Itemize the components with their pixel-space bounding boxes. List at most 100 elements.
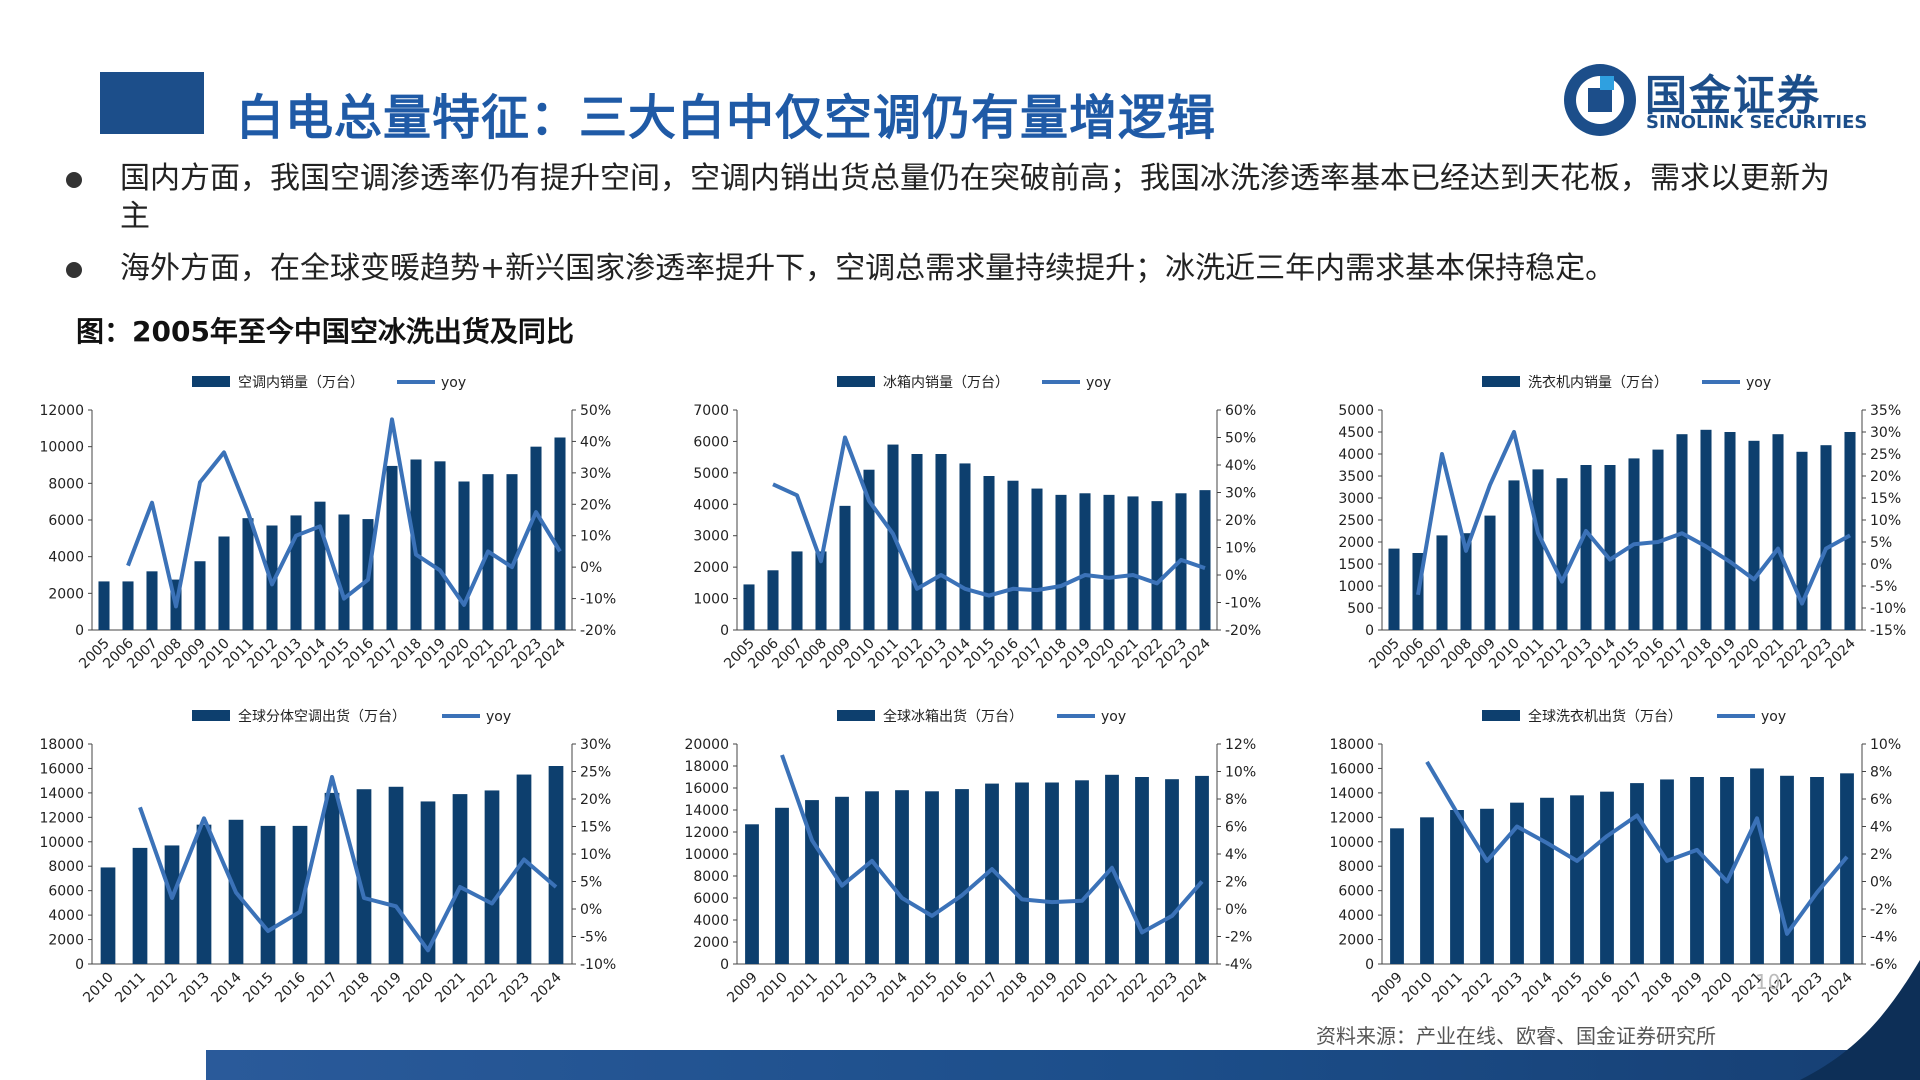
tick-label-left: 6000	[693, 434, 729, 450]
tick-label-left: 10000	[39, 835, 84, 851]
bar	[925, 791, 939, 964]
bar	[1484, 515, 1496, 630]
tick-label-left: 4000	[693, 497, 729, 513]
bullet-item: 海外方面，在全球变暖趋势+新兴国家渗透率提升下，空调总需求量持续提升；冰洗近三年…	[60, 250, 1850, 288]
tick-label-left: 10000	[684, 847, 729, 863]
bar	[1532, 469, 1544, 630]
category-label: 2011	[1429, 970, 1466, 1007]
category-label: 2016	[272, 969, 309, 1006]
category-label: 2018	[336, 970, 373, 1007]
tick-label-right: 40%	[1225, 458, 1256, 474]
tick-label-right: 10%	[1225, 765, 1256, 781]
tick-label-right: 5%	[1870, 535, 1892, 551]
category-label: 2017	[304, 970, 341, 1007]
tick-label-right: 10%	[580, 529, 611, 545]
bar	[516, 774, 532, 964]
bar	[100, 867, 116, 964]
bar	[1388, 548, 1400, 630]
tick-label-left: 8000	[1338, 859, 1374, 875]
tick-label-right: 25%	[580, 765, 611, 781]
tick-label-right: 20%	[1225, 513, 1256, 529]
legend-label-bars: 全球洗衣机出货（万台）	[1528, 708, 1682, 725]
bar	[260, 825, 276, 964]
category-label: 2009	[724, 970, 761, 1007]
tick-label-right: 12%	[1225, 737, 1256, 753]
category-label: 2022	[1114, 970, 1151, 1007]
tick-label-right: -10%	[1225, 596, 1261, 612]
tick-label-left: 2000	[1338, 535, 1374, 551]
bar	[1660, 779, 1674, 964]
tick-label-left: 0	[1365, 623, 1374, 639]
tick-label-left: 2000	[693, 935, 729, 951]
tick-label-left: 8000	[693, 869, 729, 885]
tick-label-left: 6000	[693, 891, 729, 907]
tick-label-right: 15%	[580, 820, 611, 836]
bar	[983, 476, 995, 630]
category-label: 2017	[964, 970, 1001, 1007]
tick-label-left: 20000	[684, 737, 729, 753]
bar	[292, 825, 308, 964]
bar	[1165, 779, 1179, 964]
bar	[1007, 480, 1019, 630]
tick-label-right: 8%	[1225, 792, 1247, 808]
title-accent-block	[100, 72, 204, 134]
category-label: 2010	[80, 970, 117, 1007]
category-label: 2010	[754, 970, 791, 1007]
bar	[1580, 465, 1592, 630]
tick-label-right: -5%	[1870, 579, 1897, 595]
tick-label-right: -10%	[580, 957, 616, 973]
legend-label-bars: 全球分体空调出货（万台）	[238, 708, 406, 725]
company-logo: 国金证券 SINOLINK SECURITIES	[1560, 60, 1880, 140]
tick-label-right: -15%	[1870, 623, 1906, 639]
bar	[132, 847, 148, 964]
category-label: 2013	[844, 970, 881, 1007]
tick-label-right: 6%	[1870, 792, 1892, 808]
chart-svg: 全球冰箱出货（万台） yoy 0 2000 4000 6000 8000 10000 12000…	[684, 708, 1256, 1007]
bar	[815, 551, 827, 630]
tick-label-right: -10%	[1870, 601, 1906, 617]
tick-label-left: 18000	[1329, 737, 1374, 753]
tick-label-right: -4%	[1870, 930, 1897, 946]
category-label: 2022	[464, 970, 501, 1007]
bar	[985, 783, 999, 964]
tick-label-left: 2000	[48, 933, 84, 949]
tick-label-left: 16000	[684, 781, 729, 797]
bullet-text: 海外方面，在全球变暖趋势+新兴国家渗透率提升下，空调总需求量持续提升；冰洗近三年…	[120, 251, 1616, 286]
category-label: 2016	[934, 969, 971, 1006]
bar	[1079, 493, 1091, 630]
category-label: 2021	[432, 970, 469, 1007]
category-label: 2018	[994, 970, 1031, 1007]
source-note: 资料来源：产业在线、欧睿、国金证券研究所	[1316, 1024, 1716, 1048]
bar	[1103, 494, 1115, 630]
bar	[791, 551, 803, 630]
bar	[1600, 791, 1614, 964]
tick-label-left: 4500	[1338, 425, 1374, 441]
chart-legend: 洗衣机内销量（万台） yoy	[1482, 375, 1771, 391]
category-label: 2016	[1579, 969, 1616, 1006]
bar	[218, 536, 230, 630]
tick-label-right: 35%	[1870, 403, 1901, 419]
chart-washer-domestic: 洗衣机内销量（万台） yoy 0 500 1000 1500 2000 2500 3000 350…	[1310, 372, 1920, 692]
legend-label-yoy: yoy	[486, 709, 511, 725]
bar	[1540, 797, 1554, 964]
bar	[458, 481, 470, 630]
tick-label-right: 50%	[580, 403, 611, 419]
legend-label-yoy: yoy	[1086, 375, 1111, 391]
category-label: 2021	[1084, 970, 1121, 1007]
tick-label-right: 10%	[1225, 541, 1256, 557]
tick-label-right: 60%	[1225, 403, 1256, 419]
tick-label-left: 2000	[1338, 933, 1374, 949]
bar	[1700, 429, 1712, 630]
tick-label-right: 30%	[580, 466, 611, 482]
tick-label-left: 16000	[39, 761, 84, 777]
footer-curve-decoration	[1800, 960, 1920, 1080]
yoy-line	[772, 435, 1206, 598]
bar	[743, 584, 755, 630]
legend-bar-swatch	[192, 710, 230, 721]
tick-label-right: -4%	[1225, 957, 1252, 973]
bar	[1420, 817, 1434, 964]
tick-label-right: 0%	[1870, 557, 1892, 573]
bar	[196, 824, 212, 964]
tick-label-right: 30%	[1870, 425, 1901, 441]
tick-label-right: 2%	[1870, 847, 1892, 863]
